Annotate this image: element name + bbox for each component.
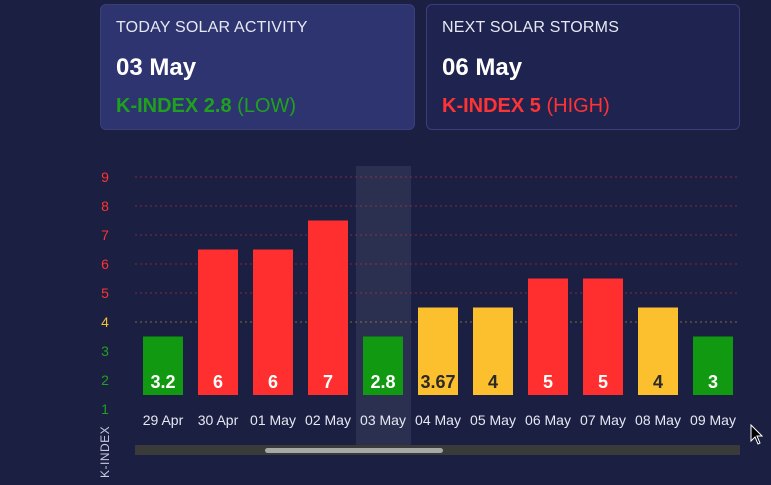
y-tick-label: 1	[101, 401, 109, 417]
bar-value-label: 3.2	[150, 372, 175, 392]
bar-value-label: 6	[213, 372, 223, 392]
y-tick-label: 5	[101, 285, 109, 301]
next-storm-card: NEXT SOLAR STORMS 06 May K-INDEX 5 (HIGH…	[426, 4, 740, 130]
bar	[143, 336, 183, 395]
y-tick-label: 4	[101, 314, 109, 330]
y-tick-label: 6	[101, 256, 109, 272]
bar	[198, 249, 238, 395]
bar	[253, 249, 293, 395]
today-card-title: TODAY SOLAR ACTIVITY	[116, 19, 308, 36]
bar	[638, 307, 678, 395]
x-tick-label: 06 May	[525, 412, 571, 428]
bar	[418, 307, 458, 395]
x-tick-label: 29 Apr	[143, 412, 184, 428]
y-tick-label: 7	[101, 227, 109, 243]
bar-value-label: 2.8	[370, 372, 395, 392]
today-kindex: K-INDEX 2.8 (LOW)	[116, 95, 296, 118]
next-kindex: K-INDEX 5 (HIGH)	[442, 95, 610, 118]
x-tick-label: 05 May	[470, 412, 516, 428]
y-tick-label: 9	[101, 169, 109, 185]
bar-value-label: 5	[598, 372, 608, 392]
bar-value-label: 3.67	[420, 372, 455, 392]
bar	[528, 278, 568, 395]
bar-value-label: 5	[543, 372, 553, 392]
bar	[693, 336, 733, 395]
bar-value-label: 4	[653, 372, 663, 392]
bar	[583, 278, 623, 395]
bar-value-label: 7	[323, 372, 333, 392]
bar-value-label: 6	[268, 372, 278, 392]
x-tick-label: 01 May	[250, 412, 296, 428]
bar-value-label: 4	[488, 372, 498, 392]
y-axis-label: K-INDEX	[98, 426, 112, 478]
x-tick-label: 07 May	[580, 412, 626, 428]
y-tick-label: 2	[101, 372, 109, 388]
bar	[308, 220, 348, 395]
bar-value-label: 3	[708, 372, 718, 392]
next-kindex-level: (HIGH)	[546, 95, 610, 117]
y-tick-label: 3	[101, 343, 109, 359]
x-tick-label: 30 Apr	[198, 412, 239, 428]
today-kindex-value: K-INDEX 2.8	[116, 95, 232, 117]
chart-scrollbar-thumb[interactable]	[265, 448, 443, 453]
today-kindex-level: (LOW)	[237, 95, 297, 117]
x-tick-label: 08 May	[635, 412, 681, 428]
today-card-date: 03 May	[116, 54, 197, 81]
x-tick-label: 04 May	[415, 412, 461, 428]
next-card-date: 06 May	[442, 54, 523, 81]
x-tick-label: 09 May	[690, 412, 736, 428]
next-kindex-value: K-INDEX 5	[442, 95, 541, 117]
next-card-title: NEXT SOLAR STORMS	[442, 19, 620, 36]
bar	[363, 336, 403, 395]
mouse-cursor-icon	[750, 424, 764, 445]
y-tick-label: 8	[101, 198, 109, 214]
today-activity-card: TODAY SOLAR ACTIVITY 03 May K-INDEX 2.8 …	[100, 4, 415, 130]
x-tick-label: 02 May	[305, 412, 351, 428]
current-day-highlight	[356, 166, 411, 445]
x-tick-label: 03 May	[360, 412, 406, 428]
bar	[473, 307, 513, 395]
